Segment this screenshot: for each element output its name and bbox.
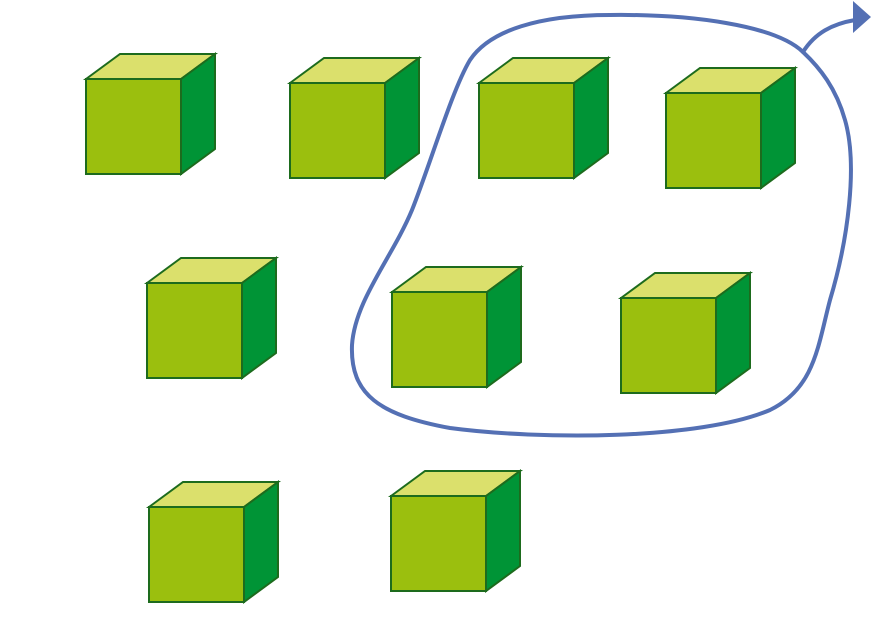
cube-side-face — [384, 56, 420, 180]
cube-6 — [388, 265, 525, 389]
cube-9 — [387, 469, 524, 593]
cube-3 — [475, 56, 612, 180]
cube-front-face — [391, 291, 488, 388]
cube-front-face — [85, 78, 182, 175]
arrow-stem — [801, 18, 857, 54]
cube-side-face — [180, 52, 216, 176]
arrow-head — [853, 1, 871, 33]
cube-front-face — [478, 82, 575, 179]
cube-front-face — [665, 92, 762, 189]
cube-side-face — [715, 271, 751, 395]
cube-group — [82, 52, 799, 604]
cube-side-face — [243, 480, 279, 604]
cube-8 — [145, 480, 282, 604]
cube-2 — [286, 56, 423, 180]
cube-front-face — [146, 282, 243, 379]
cube-front-face — [289, 82, 386, 179]
cube-5 — [143, 256, 280, 380]
cube-side-face — [573, 56, 609, 180]
cube-1 — [82, 52, 219, 176]
cube-side-face — [485, 469, 521, 593]
cube-front-face — [148, 506, 245, 603]
cube-7 — [617, 271, 754, 395]
cube-front-face — [620, 297, 717, 394]
cube-front-face — [390, 495, 487, 592]
selection-outline — [349, 12, 853, 438]
cube-side-face — [241, 256, 277, 380]
cube-side-face — [760, 66, 796, 190]
cube-side-face — [486, 265, 522, 389]
cube-4 — [662, 66, 799, 190]
